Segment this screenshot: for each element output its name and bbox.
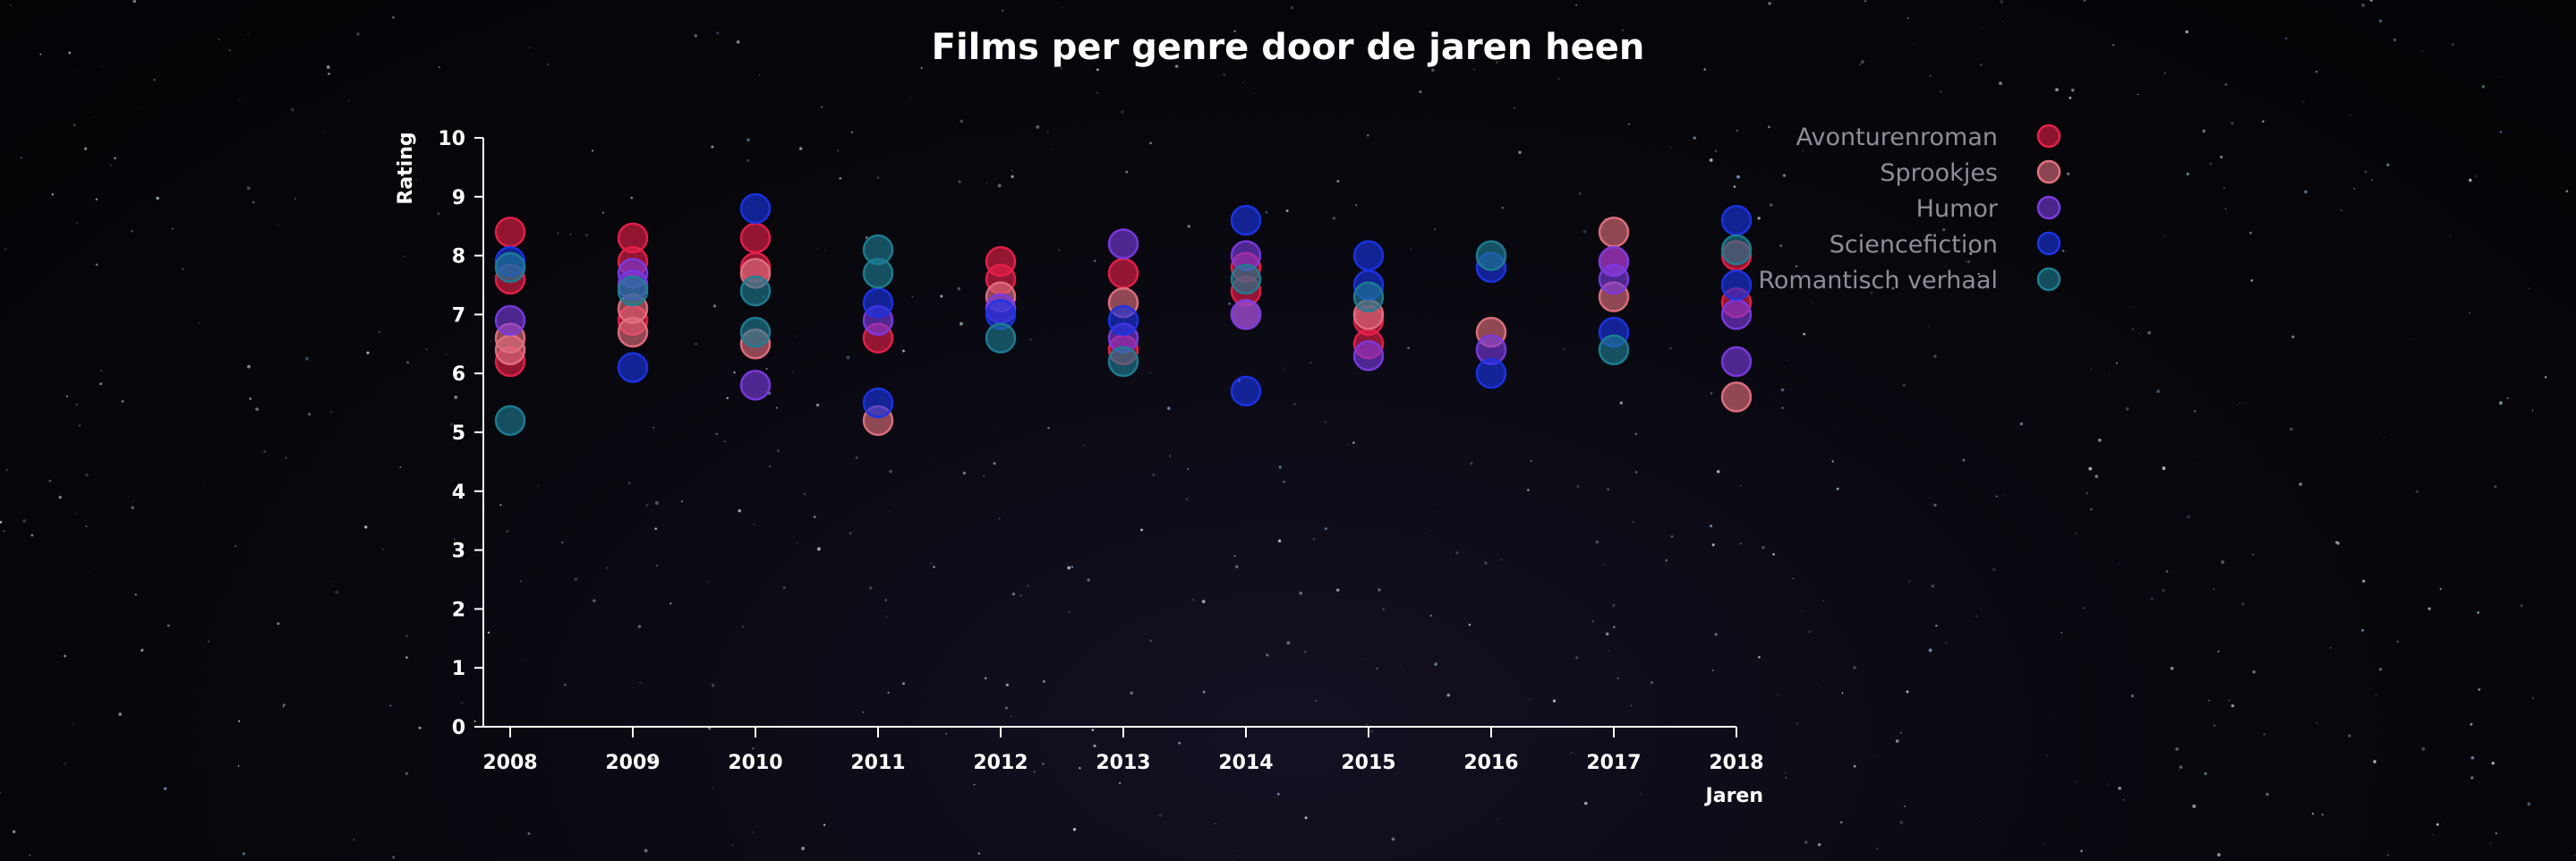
data-point[interactable]: [862, 258, 894, 289]
data-point[interactable]: [1230, 204, 1262, 236]
legend-marker: [2036, 195, 2061, 220]
legend-marker: [2036, 124, 2061, 149]
x-tick-label: 2011: [850, 752, 905, 774]
data-point[interactable]: [1598, 334, 1630, 366]
x-axis-title: Jaren: [1704, 785, 1763, 807]
data-point[interactable]: [1720, 299, 1753, 330]
data-point[interactable]: [494, 217, 526, 248]
legend-label: Romantisch verhaal: [1758, 267, 1998, 294]
data-point[interactable]: [1720, 204, 1753, 236]
data-point[interactable]: [1352, 240, 1385, 271]
data-point[interactable]: [617, 352, 649, 383]
data-point[interactable]: [494, 334, 526, 366]
data-point[interactable]: [739, 316, 772, 348]
data-point[interactable]: [617, 275, 649, 307]
y-tick-label: 3: [452, 541, 465, 563]
data-point[interactable]: [1352, 281, 1385, 312]
x-axis: 2008 2009 2010 2011 2012 2013 2014 2015 2016 2017…: [482, 726, 1764, 807]
data-point[interactable]: [862, 387, 894, 419]
data-point[interactable]: [1720, 381, 1753, 413]
chart-title: Films per genre door de jaren heen: [931, 27, 1645, 68]
x-tick-label: 2013: [1096, 752, 1150, 774]
data-point[interactable]: [494, 405, 526, 437]
data-point[interactable]: [1475, 357, 1507, 389]
data-point[interactable]: [739, 370, 772, 401]
data-point[interactable]: [1230, 375, 1262, 407]
data-point[interactable]: [1598, 263, 1630, 295]
data-point[interactable]: [1475, 240, 1507, 271]
legend-label: Avonturenroman: [1796, 124, 1998, 151]
x-tick-label: 2018: [1709, 752, 1763, 774]
data-points: [494, 192, 1753, 437]
data-point[interactable]: [1230, 299, 1262, 330]
data-point[interactable]: [1720, 345, 1753, 378]
data-point[interactable]: [862, 286, 894, 319]
data-point[interactable]: [1107, 304, 1139, 337]
data-point[interactable]: [739, 192, 772, 225]
x-tick-label: 2017: [1586, 752, 1641, 774]
data-point[interactable]: [1352, 340, 1385, 371]
x-tick-label: 2009: [605, 752, 660, 774]
legend-label: Humor: [1916, 195, 1999, 223]
y-axis: 0 1 2 3 4 5 6 7 8 9 10 Rating: [395, 128, 484, 739]
x-tick-label: 2012: [973, 752, 1028, 774]
data-point[interactable]: [617, 316, 649, 348]
y-tick-label: 10: [438, 128, 465, 150]
data-point[interactable]: [494, 251, 526, 284]
y-tick-label: 1: [452, 658, 465, 680]
data-point[interactable]: [1598, 217, 1630, 248]
data-point[interactable]: [1720, 269, 1753, 301]
y-tick-label: 8: [452, 246, 465, 269]
y-tick-label: 7: [452, 304, 465, 327]
data-point[interactable]: [494, 304, 526, 337]
x-tick-label: 2015: [1341, 752, 1395, 774]
y-axis-title: Rating: [395, 132, 417, 204]
legend-label: Sprookjes: [1880, 159, 1998, 187]
y-tick-label: 6: [452, 363, 465, 386]
x-tick-label: 2014: [1218, 752, 1273, 774]
data-point[interactable]: [1107, 228, 1139, 260]
legend-marker: [2036, 231, 2061, 256]
legend-label: Sciencefiction: [1830, 231, 1998, 259]
legend-marker: [2036, 267, 2061, 292]
data-point[interactable]: [985, 322, 1017, 354]
x-tick-label: 2008: [482, 752, 537, 774]
data-point[interactable]: [739, 222, 772, 254]
y-tick-label: 4: [452, 482, 465, 504]
legend-marker: [2036, 159, 2061, 184]
data-point[interactable]: [1107, 258, 1139, 289]
y-tick-label: 0: [452, 717, 465, 739]
data-point[interactable]: [739, 275, 772, 307]
legend: Avonturenroman Sprookjes Humor Scienceficti…: [1758, 124, 2061, 294]
x-tick-label: 2016: [1463, 752, 1518, 774]
y-tick-label: 5: [452, 422, 465, 445]
x-tick-label: 2010: [728, 752, 782, 774]
data-point[interactable]: [1720, 234, 1753, 266]
y-tick-label: 2: [452, 599, 465, 621]
data-point[interactable]: [1230, 263, 1262, 295]
y-tick-label: 9: [452, 187, 465, 209]
data-point[interactable]: [1107, 345, 1139, 378]
